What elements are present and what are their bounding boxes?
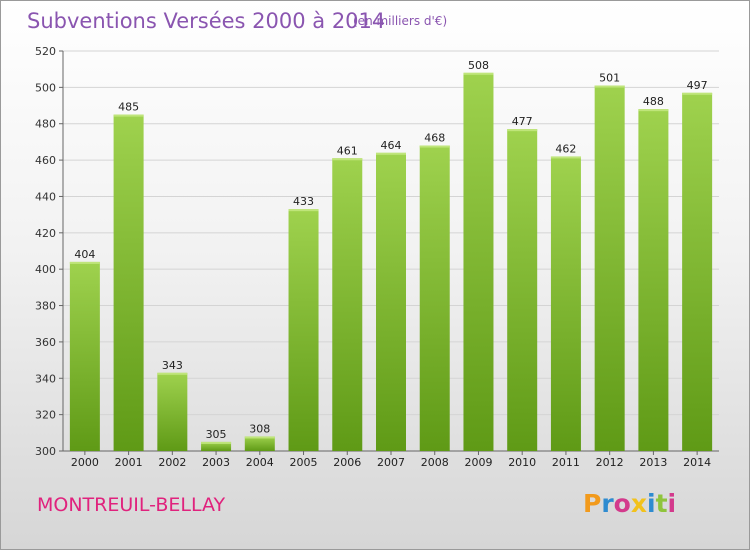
logo-letter: P [583,489,602,518]
bar [288,209,319,451]
data-label: 305 [206,428,227,441]
y-tick-label: 460 [35,154,56,167]
x-tick-label: 2003 [202,456,230,469]
logo-letter: x [630,489,647,518]
x-tick-label: 2006 [333,456,361,469]
data-label: 485 [118,101,139,114]
y-tick-label: 300 [35,445,56,458]
data-label: 468 [424,132,445,145]
x-tick-label: 2004 [246,456,274,469]
bar-highlight [69,261,100,264]
bar-highlight [638,109,669,112]
chart-subtitle: (en milliers d'€) [353,14,448,28]
y-tick-label: 500 [35,81,56,94]
data-label: 308 [249,422,270,435]
y-tick-label: 480 [35,118,56,131]
bar-highlight [419,145,450,148]
y-tick-label: 400 [35,263,56,276]
bar-highlight [550,156,581,159]
data-label: 464 [381,139,402,152]
x-tick-label: 2012 [596,456,624,469]
data-label: 477 [512,115,533,128]
logo-letter: o [613,489,631,518]
x-tick-label: 2008 [421,456,449,469]
x-tick-label: 2014 [683,456,711,469]
y-tick-label: 360 [35,336,56,349]
bar [463,72,494,452]
logo-letter: r [601,489,614,518]
y-tick-label: 380 [35,300,56,313]
data-label: 488 [643,95,664,108]
bar [550,156,581,452]
logo-letter: i [647,489,656,518]
bar-highlight [463,72,494,75]
bar-layer [69,72,713,452]
data-label: 343 [162,359,183,372]
y-tick-label: 520 [35,45,56,58]
y-tick-label: 420 [35,227,56,240]
bar-highlight [376,152,406,155]
bar [507,129,538,451]
data-label: 462 [555,142,576,155]
data-label: 433 [293,195,314,208]
x-tick-label: 2001 [115,456,143,469]
x-tick-label: 2007 [377,456,405,469]
logo-letter: t [655,489,668,518]
label-layer: 404 485 343 305 308 433 461 464 468 508 477 462 501 4… [74,59,707,441]
data-label: 508 [468,59,489,72]
y-tick-label: 340 [35,372,56,385]
bar-highlight [288,209,319,212]
bar [244,436,275,451]
logo-letter: i [667,489,677,518]
bar-highlight [682,92,713,95]
bar-highlight [201,441,232,444]
bar [638,109,669,451]
proxiti-logo: Proxiti [583,489,676,518]
x-tick-label: 2002 [158,456,186,469]
bar-highlight [507,129,538,132]
bar [376,152,406,451]
data-label: 461 [337,144,358,157]
bar [419,145,450,451]
chart-title: Subventions Versées 2000 à 2014 [27,9,386,33]
x-tick-label: 2010 [508,456,536,469]
y-tick-label: 440 [35,190,56,203]
bar-highlight [594,85,625,88]
bar [682,92,713,452]
y-tick-label: 320 [35,409,56,422]
data-label: 404 [74,248,95,261]
bar [594,85,625,451]
bar-highlight [157,372,188,375]
data-label: 497 [687,79,708,92]
bar [157,372,188,451]
bar-highlight [332,158,363,161]
bar [113,114,144,452]
place-name: MONTREUIL-BELLAY [37,494,226,516]
x-tick-label: 2013 [639,456,667,469]
bar [201,441,232,451]
x-tick-label: 2005 [290,456,318,469]
x-tick-label: 2011 [552,456,580,469]
data-label: 501 [599,72,620,85]
bar-highlight [113,114,144,117]
bar [69,261,100,451]
bar-highlight [244,436,275,439]
x-tick-label: 2000 [71,456,99,469]
bar [332,158,363,452]
x-tick-label: 2009 [464,456,492,469]
